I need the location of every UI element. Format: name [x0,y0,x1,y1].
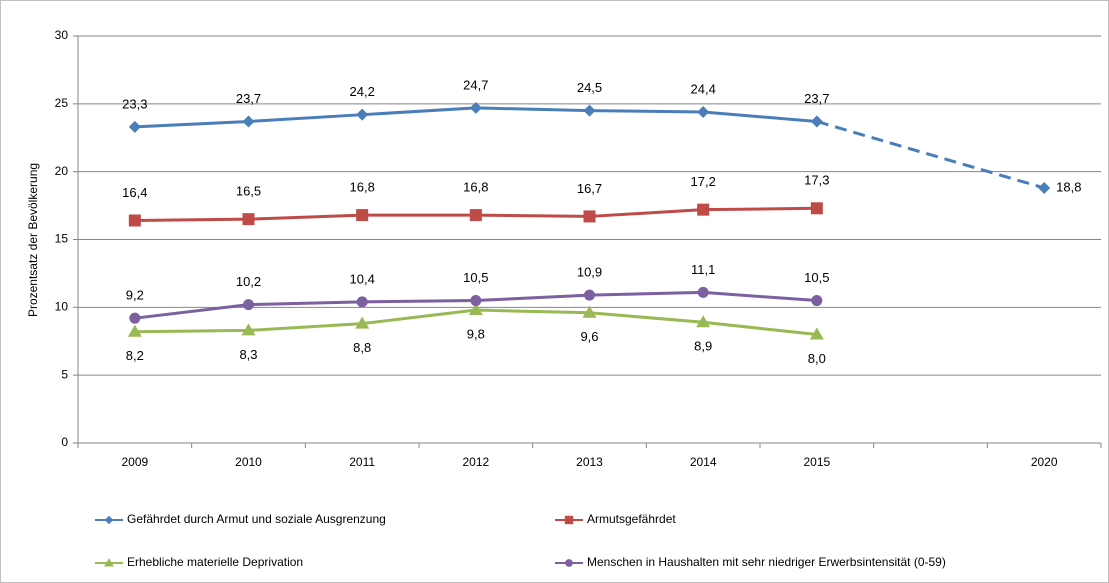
y-tick-label: 0 [61,435,68,449]
data-label: 10,9 [577,265,602,280]
marker [128,120,141,133]
legend-marker [564,515,574,525]
marker [242,115,255,128]
data-label: 8,3 [239,347,257,362]
marker [128,214,141,227]
data-label: 16,5 [236,184,261,199]
data-label: 10,2 [236,274,261,289]
data-label: 16,8 [350,180,375,195]
legend-marker [565,559,573,567]
data-label: 16,4 [122,185,147,200]
data-label: 18,8 [1056,179,1081,194]
data-label: 24,2 [350,84,375,99]
legend-label: Menschen in Haushalten mit sehr niedrige… [587,555,946,569]
y-tick-label: 30 [55,28,69,42]
data-label: 16,7 [577,181,602,196]
x-tick-label: 2014 [690,455,717,469]
data-label: 24,4 [691,81,716,96]
marker [697,203,710,216]
data-label: 9,2 [126,288,144,303]
data-label: 17,2 [691,174,716,189]
x-tick-label: 2013 [576,455,603,469]
data-label: 16,8 [463,180,488,195]
data-label: 10,4 [350,271,375,286]
x-tick-label: 2009 [121,455,148,469]
marker [470,295,482,307]
data-label: 23,7 [804,91,829,106]
marker [356,108,369,121]
data-label: 11,1 [691,262,715,277]
marker [129,312,141,324]
legend-marker [104,558,114,567]
marker [583,104,596,117]
data-label: 8,8 [353,340,371,355]
marker [1038,181,1051,194]
data-label: 24,7 [463,77,488,92]
data-label: 8,9 [694,339,712,354]
legend-label: Erhebliche materielle Deprivation [127,555,303,569]
data-label: 10,5 [804,270,829,285]
x-tick-label: 2020 [1031,455,1058,469]
marker [582,305,597,318]
data-label: 8,2 [126,348,144,363]
projection-line [816,120,1045,190]
y-tick-label: 5 [61,367,68,381]
y-tick-label: 10 [55,300,69,314]
legend-label: Gefährdet durch Armut und soziale Ausgre… [127,512,386,526]
data-label: 9,8 [467,326,485,341]
x-tick-label: 2010 [235,455,262,469]
marker [697,286,709,298]
marker [584,289,595,301]
marker [243,299,254,311]
marker [127,324,142,337]
data-label: 17,3 [804,173,829,188]
y-tick-label: 25 [55,96,69,110]
data-label: 10,5 [463,270,488,285]
marker [356,296,368,308]
marker [241,323,256,336]
y-tick-label: 15 [55,232,69,246]
data-label: 9,6 [580,329,598,344]
data-label: 23,3 [122,96,147,111]
marker [810,202,823,215]
marker [809,327,824,340]
marker [696,315,711,328]
x-tick-label: 2011 [349,455,375,469]
marker [468,303,483,316]
marker [355,316,370,329]
marker [469,209,482,222]
marker [242,213,255,226]
y-tick-label: 20 [55,164,69,178]
marker [697,105,710,118]
marker [583,210,596,223]
marker [356,209,369,222]
x-tick-label: 2015 [803,455,830,469]
y-axis-label: Prozentsatz der Bevölkerung [26,163,40,317]
data-label: 8,0 [808,351,826,366]
marker [810,115,823,128]
data-label: 24,5 [577,80,602,95]
marker [469,101,482,114]
x-tick-label: 2012 [462,455,489,469]
marker [811,295,823,307]
legend-label: Armutsgefährdet [587,512,676,526]
data-label: 23,7 [236,91,261,106]
